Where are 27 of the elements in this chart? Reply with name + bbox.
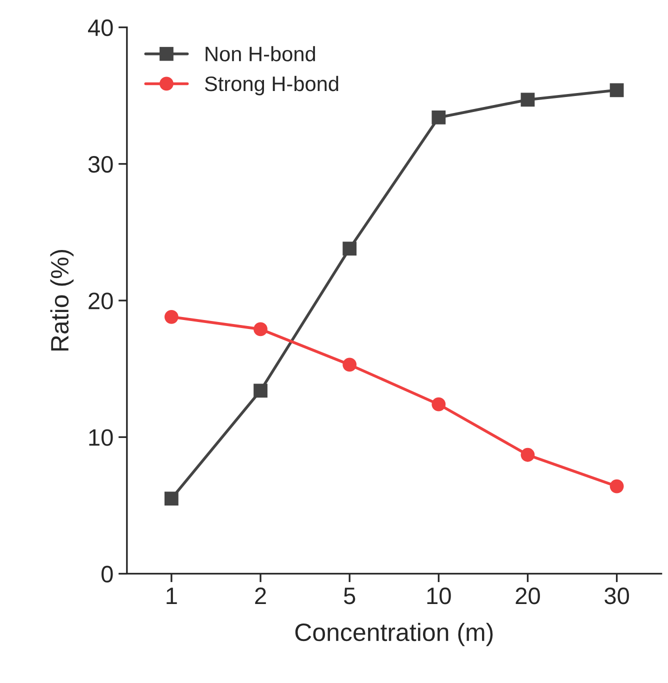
y-tick-label: 30 bbox=[88, 156, 113, 173]
legend-label: Strong H-bond bbox=[204, 76, 338, 96]
x-tick-label: 1 bbox=[166, 588, 177, 604]
point bbox=[432, 397, 446, 412]
x-tick-label: 30 bbox=[604, 588, 629, 604]
point bbox=[610, 83, 624, 98]
x-tick-label: 10 bbox=[427, 588, 451, 604]
point bbox=[610, 479, 624, 494]
point bbox=[432, 110, 446, 124]
point bbox=[342, 242, 357, 256]
y-tick-label: 20 bbox=[88, 292, 113, 310]
x-tick-label: 2 bbox=[255, 588, 266, 604]
y-tick-label: 40 bbox=[88, 19, 113, 36]
y-tick-label: 0 bbox=[102, 566, 113, 583]
point bbox=[520, 92, 535, 107]
point bbox=[164, 310, 178, 324]
legend-label: Non H-bond bbox=[206, 46, 315, 62]
x-axis-title: Concentration (m) bbox=[295, 622, 493, 646]
point bbox=[520, 448, 535, 462]
point bbox=[164, 492, 178, 506]
point bbox=[342, 358, 357, 372]
x-tick-label: 5 bbox=[344, 588, 356, 604]
y-tick-label: 10 bbox=[89, 429, 113, 446]
point bbox=[254, 384, 268, 398]
point bbox=[254, 322, 268, 336]
x-tick-label: 20 bbox=[516, 588, 540, 604]
y-axis-title: Ratio (%) bbox=[50, 250, 74, 351]
